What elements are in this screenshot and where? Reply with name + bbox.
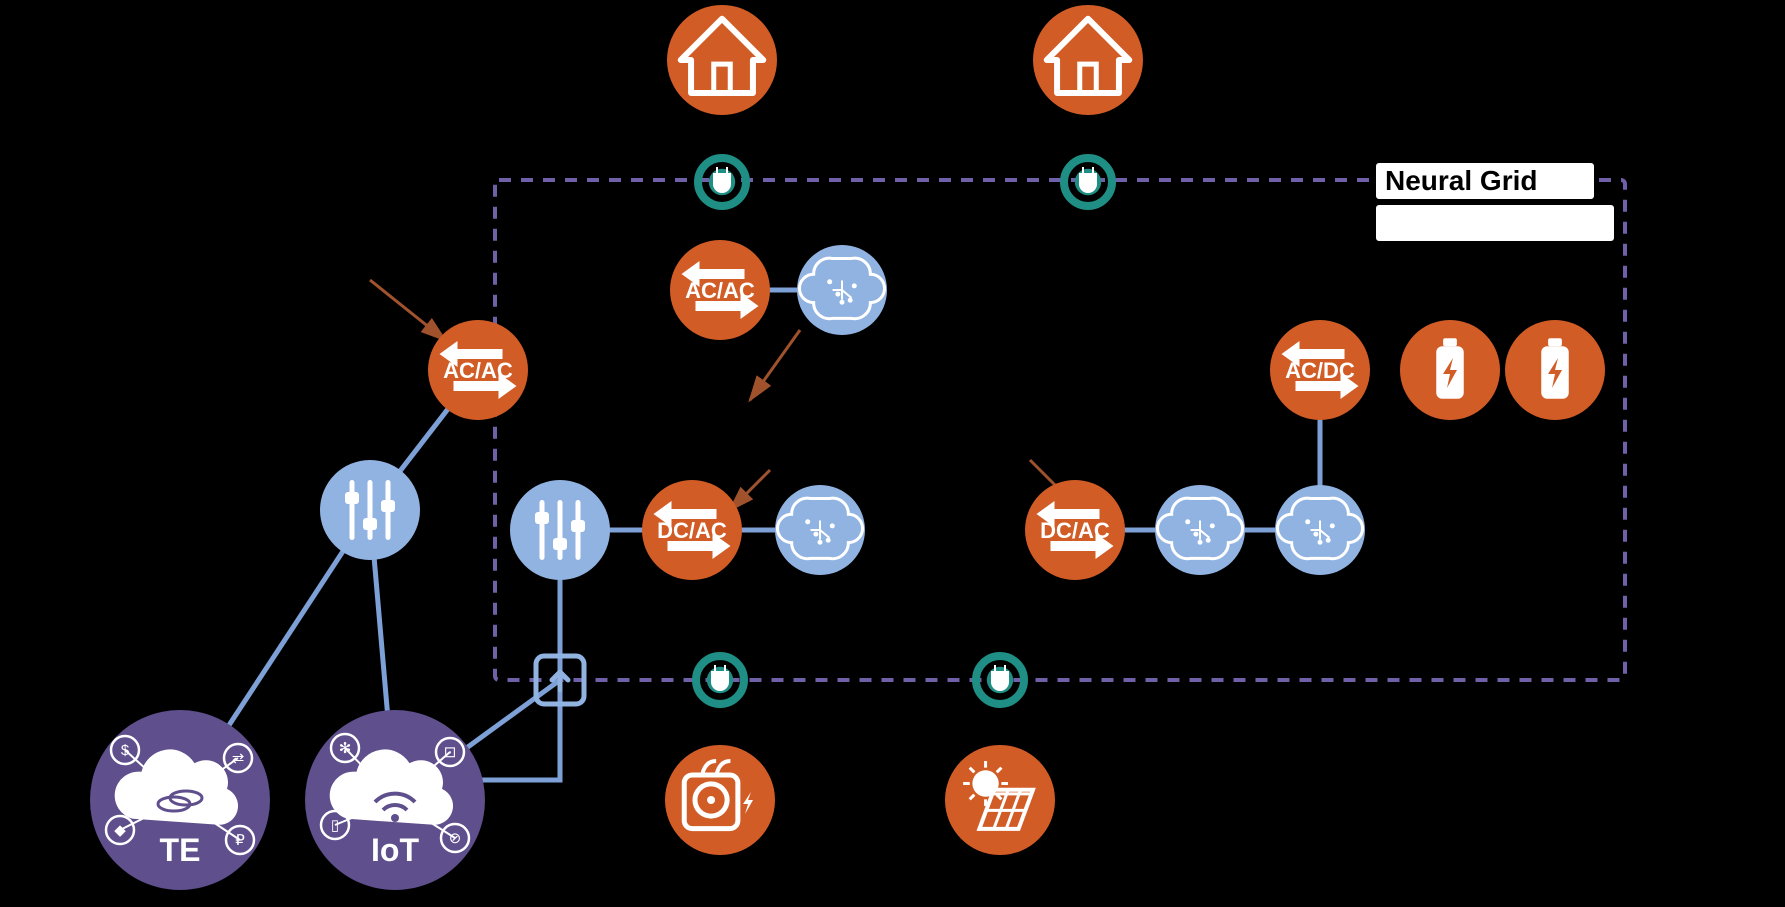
svg-text:▯: ▯ (331, 817, 339, 834)
converter-label: DC/AC (1040, 518, 1110, 543)
converter-label: DC/AC (657, 518, 727, 543)
generator-icon (665, 745, 775, 855)
subtitle-box (1375, 204, 1615, 242)
iot-label: IoT (371, 832, 419, 868)
neural-grid-boundary (495, 180, 1625, 680)
converter-label: AC/AC (443, 358, 513, 383)
link-upload-iot-elbow (465, 680, 560, 780)
arrow-1 (750, 330, 800, 400)
svg-text:✻: ✻ (339, 740, 352, 757)
arrow-0 (370, 280, 445, 340)
title-text: Neural Grid (1385, 165, 1537, 196)
converter-label: AC/AC (685, 278, 755, 303)
converter-label: AC/DC (1285, 358, 1355, 383)
arrow-2 (730, 470, 770, 510)
te-label: TE (160, 832, 201, 868)
svg-text:$: $ (121, 742, 130, 759)
svg-text:⊡: ⊡ (444, 744, 457, 761)
svg-text:◆: ◆ (114, 822, 126, 839)
svg-text:⊘: ⊘ (449, 830, 462, 847)
svg-text:⇄: ⇄ (232, 750, 245, 767)
svg-text:₽: ₽ (235, 832, 245, 849)
